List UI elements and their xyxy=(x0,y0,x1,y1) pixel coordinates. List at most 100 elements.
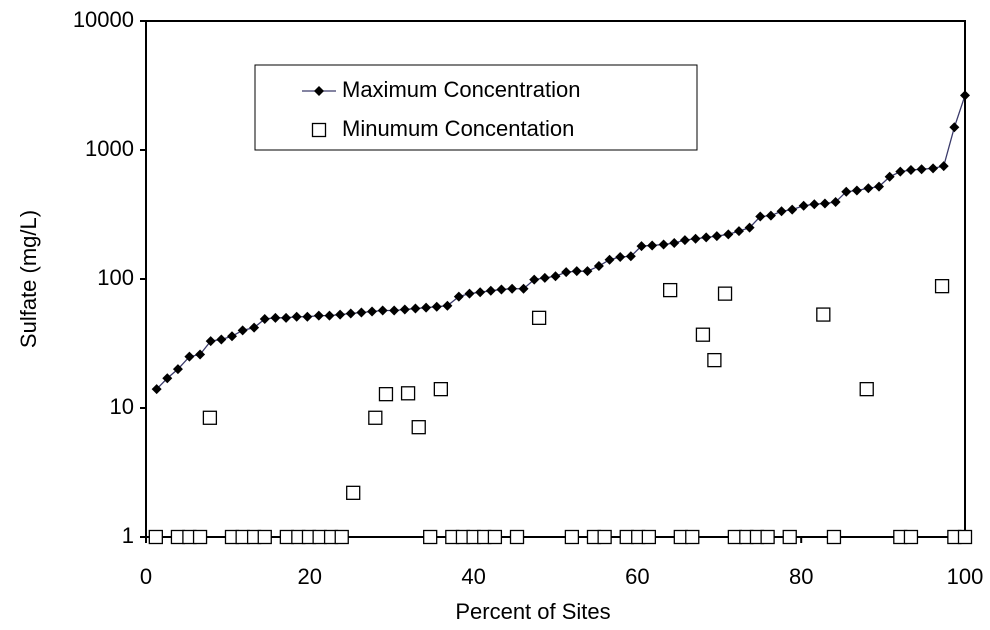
data-point xyxy=(496,284,507,295)
data-point xyxy=(782,529,797,545)
data-point xyxy=(431,301,442,312)
x-tick-label: 0 xyxy=(140,564,152,589)
data-point xyxy=(679,235,690,246)
data-point xyxy=(830,197,841,208)
y-axis-label: Sulfate (mg/L) xyxy=(16,210,41,348)
legend-box xyxy=(254,64,698,151)
data-point xyxy=(851,185,862,196)
x-axis-label: Percent of Sites xyxy=(455,599,610,624)
y-tick-label: 100 xyxy=(97,265,134,290)
data-point xyxy=(636,241,647,252)
data-point xyxy=(334,529,349,545)
legend-label: Maximum Concentration xyxy=(342,77,580,102)
data-point xyxy=(826,529,842,545)
data-point xyxy=(571,266,582,277)
x-tick-label: 60 xyxy=(625,564,649,589)
data-point xyxy=(615,252,626,263)
data-point xyxy=(202,410,218,425)
legend-marker xyxy=(314,86,324,96)
data-point xyxy=(249,322,260,333)
data-point xyxy=(641,529,657,545)
y-tick-label: 10000 xyxy=(73,7,134,32)
data-point xyxy=(903,529,919,545)
data-point xyxy=(368,410,383,425)
data-point xyxy=(335,309,346,320)
data-point xyxy=(663,282,678,298)
data-point xyxy=(604,254,615,265)
data-point xyxy=(411,420,426,435)
series-line xyxy=(156,95,966,390)
data-point xyxy=(377,305,388,316)
data-point xyxy=(695,327,711,342)
data-point xyxy=(237,325,248,336)
data-point xyxy=(561,267,572,278)
data-point xyxy=(485,285,496,296)
data-point xyxy=(291,311,302,322)
y-tick-label: 1000 xyxy=(85,136,134,161)
data-point xyxy=(938,161,949,172)
data-point xyxy=(433,381,448,397)
data-point xyxy=(531,310,547,325)
data-point xyxy=(302,311,313,322)
data-point xyxy=(216,334,227,345)
data-point xyxy=(281,312,292,323)
data-point xyxy=(744,222,755,233)
data-point xyxy=(776,206,787,217)
data-point xyxy=(647,240,658,251)
data-point xyxy=(259,313,270,324)
y-tick-label: 1 xyxy=(122,523,134,548)
x-tick-label: 20 xyxy=(298,564,322,589)
data-point xyxy=(378,387,394,402)
data-point xyxy=(841,186,852,197)
data-point xyxy=(324,310,335,321)
data-point xyxy=(819,198,830,209)
data-point xyxy=(345,308,356,319)
data-point xyxy=(423,529,438,545)
data-point xyxy=(550,271,561,282)
data-point xyxy=(798,200,809,211)
y-tick-label: 10 xyxy=(110,394,134,419)
data-point xyxy=(707,352,722,368)
data-point xyxy=(192,529,208,545)
data-point xyxy=(509,529,525,545)
data-point xyxy=(367,306,378,317)
data-point xyxy=(487,529,503,545)
data-point xyxy=(389,305,400,316)
legend-label: Minumum Concentation xyxy=(342,116,574,141)
data-point xyxy=(270,312,281,323)
data-point xyxy=(539,272,550,283)
data-point xyxy=(723,229,734,240)
data-point xyxy=(564,529,580,545)
data-point xyxy=(884,171,895,182)
data-point xyxy=(195,349,206,360)
data-point xyxy=(816,307,831,322)
data-point xyxy=(949,122,960,133)
x-tick-label: 40 xyxy=(461,564,485,589)
data-point xyxy=(905,164,916,175)
data-point xyxy=(928,163,939,174)
data-point xyxy=(711,231,722,242)
data-point xyxy=(172,364,183,375)
data-point xyxy=(859,381,874,397)
data-point xyxy=(453,291,464,302)
data-point xyxy=(507,283,518,294)
data-point xyxy=(701,232,712,243)
data-point xyxy=(464,288,475,299)
data-point xyxy=(733,226,744,237)
data-point xyxy=(809,199,820,210)
data-point xyxy=(597,529,612,545)
data-point xyxy=(690,233,701,244)
data-point xyxy=(226,331,237,342)
data-point xyxy=(685,529,700,545)
data-point xyxy=(518,283,529,294)
data-point xyxy=(529,274,540,285)
data-point xyxy=(313,310,324,321)
data-point xyxy=(162,373,173,384)
legend-marker xyxy=(311,122,327,138)
data-point xyxy=(400,386,416,401)
data-point xyxy=(960,90,970,101)
data-point xyxy=(717,286,733,301)
data-point xyxy=(863,183,874,194)
data-point xyxy=(184,351,195,362)
data-point xyxy=(410,303,421,314)
